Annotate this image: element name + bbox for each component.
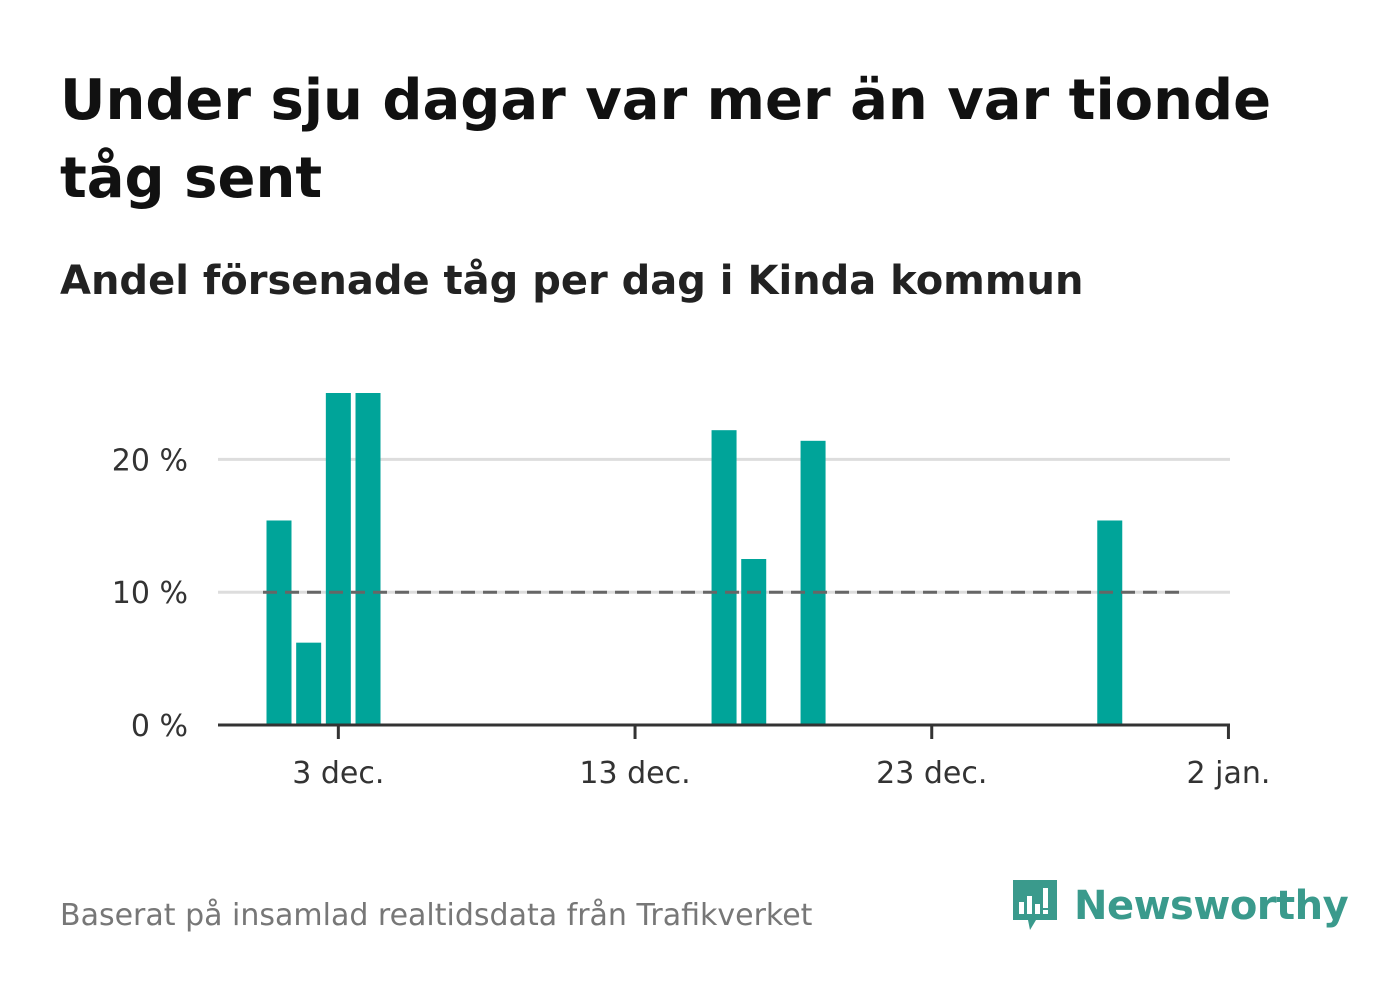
bar [1097,520,1123,725]
chart-title: Under sju dagar var mer än var tionde tå… [60,68,1272,211]
brand-logo: Newsworthy [1010,874,1349,938]
bar [296,642,322,725]
y-tick-label: 10 % [112,576,188,611]
bar [800,440,826,725]
x-tick-label: 2 jan. [1186,756,1270,791]
bar [266,520,292,725]
newsworthy-logo-icon [1013,880,1057,930]
y-tick-label: 0 % [131,709,188,744]
x-tick-label: 13 dec. [579,756,690,791]
chart-subtitle: Andel försenade tåg per dag i Kinda komm… [60,258,1084,304]
brand-name: Newsworthy [1074,883,1349,929]
source-note: Baserat på insamlad realtidsdata från Tr… [60,898,813,933]
bar [741,559,767,725]
bar [325,393,351,725]
bar [711,430,737,725]
y-tick-label: 20 % [112,443,188,478]
bar-chart: 0 % 10 % 20 % 3 dec. 13 dec. 23 dec. 2 jan. [112,393,1270,791]
x-tick-label: 3 dec. [292,756,384,791]
bar [355,393,381,725]
x-tick-label: 23 dec. [876,756,987,791]
